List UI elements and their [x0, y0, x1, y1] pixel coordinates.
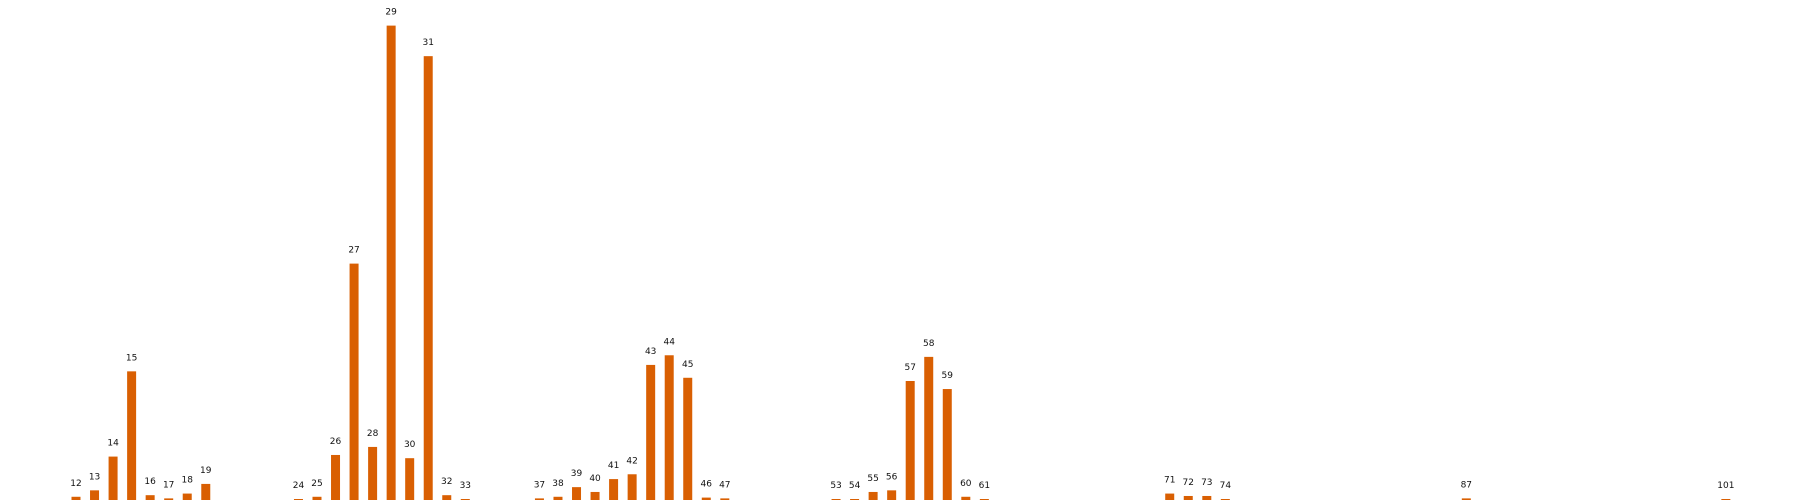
bar-label-61: 61 [979, 481, 990, 491]
bar-label-37: 37 [534, 480, 545, 490]
bar-label-30: 30 [404, 440, 416, 450]
bar-26 [331, 454, 341, 500]
bar-label-53: 53 [830, 481, 841, 491]
bar-27 [349, 263, 359, 500]
bar-15 [127, 371, 137, 500]
bar-label-27: 27 [348, 246, 359, 256]
bar-label-32: 32 [441, 477, 452, 487]
bar-29 [386, 25, 396, 500]
bar-label-57: 57 [904, 363, 915, 373]
bar-19 [201, 483, 211, 500]
bar-label-31: 31 [422, 38, 433, 48]
bar-14 [108, 456, 118, 500]
bar-label-25: 25 [311, 479, 322, 489]
bar-43 [646, 364, 656, 500]
bar-label-46: 46 [701, 480, 713, 490]
bar-28 [368, 446, 378, 500]
bar-12 [71, 496, 81, 500]
bar-57 [905, 381, 915, 500]
bar-38 [553, 496, 563, 500]
bar-31 [423, 56, 433, 500]
bars-group [71, 25, 1731, 500]
bar-58 [924, 356, 934, 500]
bar-label-38: 38 [552, 479, 564, 489]
bar-label-39: 39 [571, 469, 583, 479]
bar-73 [1202, 495, 1212, 500]
bar-45 [683, 377, 693, 500]
bar-label-56: 56 [886, 472, 898, 482]
bar-label-41: 41 [608, 461, 619, 471]
bar-label-45: 45 [682, 360, 693, 370]
bar-16 [145, 495, 155, 500]
bar-label-28: 28 [367, 429, 379, 439]
bar-32 [442, 495, 452, 500]
bar-label-14: 14 [107, 439, 119, 449]
bar-label-101: 101 [1717, 481, 1734, 491]
bar-13 [90, 490, 100, 500]
bar-label-47: 47 [719, 480, 730, 490]
bar-25 [312, 496, 322, 500]
bar-label-13: 13 [89, 472, 100, 482]
bar-47 [720, 498, 730, 500]
bar-label-43: 43 [645, 347, 656, 357]
bar-label-19: 19 [200, 466, 212, 476]
bar-55 [868, 491, 878, 500]
bar-label-40: 40 [589, 474, 601, 484]
bar-label-54: 54 [849, 481, 861, 491]
bar-71 [1165, 493, 1175, 500]
bar-label-33: 33 [460, 481, 471, 491]
bar-label-29: 29 [385, 8, 397, 18]
bar-39 [572, 487, 582, 500]
bar-37 [534, 498, 544, 500]
bar-label-16: 16 [144, 477, 156, 487]
bar-30 [405, 458, 415, 500]
bar-label-71: 71 [1164, 476, 1175, 486]
bar-label-87: 87 [1461, 480, 1472, 490]
bar-label-24: 24 [293, 481, 305, 491]
bar-59 [942, 389, 952, 500]
bar-label-60: 60 [960, 479, 972, 489]
bar-label-18: 18 [182, 476, 194, 486]
bar-label-15: 15 [126, 353, 137, 363]
bar-label-72: 72 [1183, 478, 1194, 488]
bar-42 [627, 474, 637, 500]
bar-label-58: 58 [923, 339, 935, 349]
bar-44 [664, 355, 674, 500]
bar-87 [1461, 498, 1471, 500]
bar-label-55: 55 [867, 474, 878, 484]
bar-label-17: 17 [163, 480, 174, 490]
bar-label-59: 59 [942, 371, 954, 381]
bar-label-73: 73 [1201, 478, 1212, 488]
bar-60 [961, 496, 971, 500]
bar-18 [182, 493, 192, 500]
bar-46 [701, 497, 711, 500]
bar-label-44: 44 [663, 337, 675, 347]
bar-label-42: 42 [626, 456, 637, 466]
bar-labels-group: 12 13 14 15 16 17 18 19 24 25 26 27 28 29 30 31 32 33 37 38… [70, 8, 1734, 491]
bar-56 [887, 490, 897, 500]
bar-41 [609, 479, 619, 500]
bar-label-26: 26 [330, 437, 342, 447]
bar-17 [164, 498, 174, 500]
bar-label-12: 12 [70, 479, 81, 489]
bar-40 [590, 491, 600, 500]
bar-72 [1183, 495, 1193, 500]
bar-label-74: 74 [1220, 481, 1232, 491]
